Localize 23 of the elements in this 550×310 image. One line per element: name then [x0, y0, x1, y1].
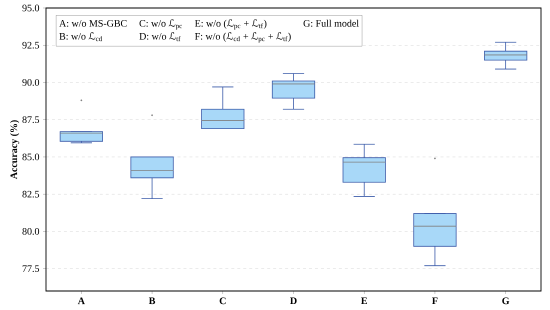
x-tick-label: G	[502, 298, 510, 304]
y-tick-label: 87.5	[22, 116, 40, 124]
y-tick-label: 90.0	[22, 79, 40, 86]
x-tick-label: B	[148, 298, 156, 304]
y-tick-label: 82.5	[22, 190, 40, 198]
y-tick-label: 80.0	[22, 228, 40, 235]
annotation: D: w/o ℒ$_{tf}$	[139, 32, 180, 42]
annotation: A: w/o MS-GBC	[59, 20, 127, 27]
y-tick-label: 85.0	[22, 154, 40, 160]
x-tick-label: E	[361, 298, 368, 304]
x-tick-label: C	[220, 298, 226, 304]
annotation: E: w/o (ℒ$_{pc}$ + ℒ$_{tf}$)	[194, 19, 266, 30]
y-tick-label: 95.0	[22, 4, 40, 12]
annotation: C: w/o ℒ$_{pc}$	[140, 19, 182, 30]
annotation: B: w/o ℒ$_{cd}$	[59, 32, 102, 42]
x-tick-label: A	[78, 298, 85, 304]
annotation: G: Full model	[304, 20, 359, 27]
x-tick-label: F	[432, 298, 438, 304]
y-tick-label: 92.5	[22, 42, 40, 49]
y-axis-title: Accuracy (%)	[10, 120, 20, 180]
y-tick-label: 77.5	[22, 265, 40, 272]
x-tick-label: D	[290, 298, 297, 304]
annotation: F: w/o (ℒ$_{cd}$ + ℒ$_{pc}$ + ℒ$_{tf}$)	[194, 32, 291, 43]
